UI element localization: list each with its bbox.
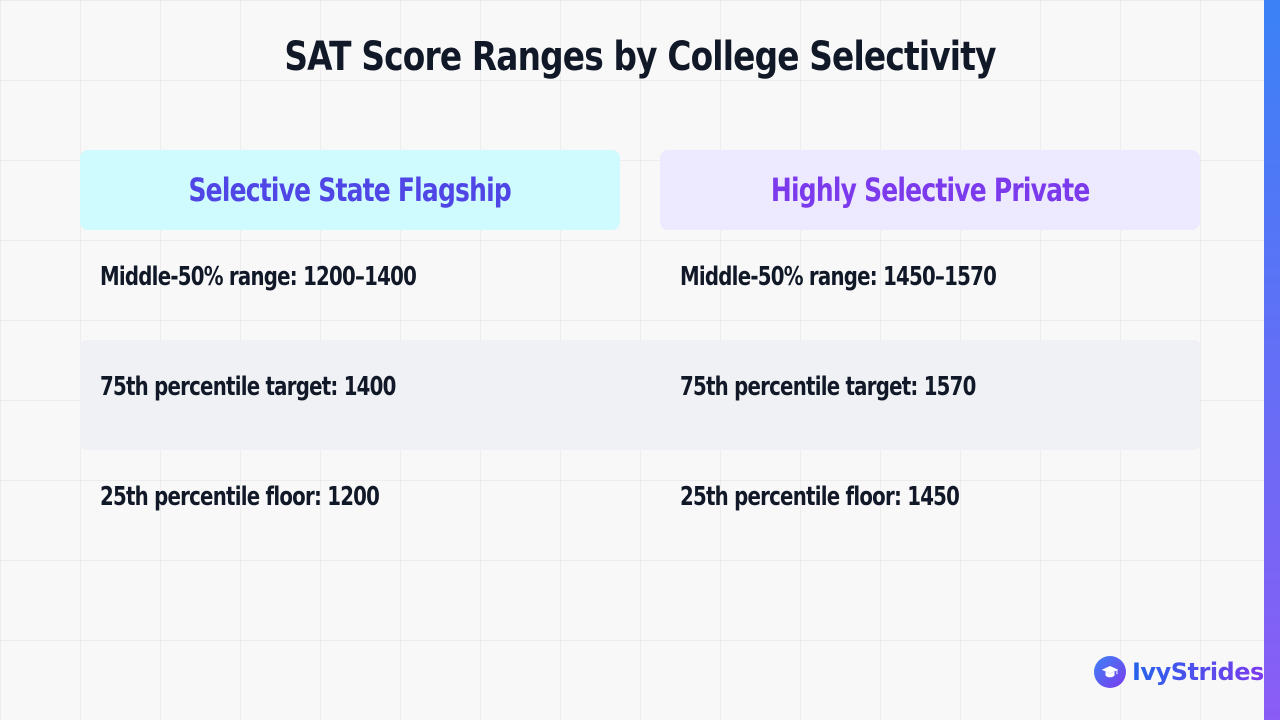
comparison-table: Selective State Flagship Highly Selectiv…	[80, 150, 1200, 560]
table-cell-private: Middle-50% range: 1450–1570	[660, 230, 1200, 340]
table-row: Middle-50% range: 1200–1400 Middle-50% r…	[80, 230, 1200, 340]
table-cell-flagship: Middle-50% range: 1200–1400	[80, 230, 620, 340]
table-row: 75th percentile target: 1400 75th percen…	[80, 340, 1200, 450]
brand-name: IvyStrides	[1132, 658, 1264, 686]
brand-logo: IvyStrides	[1094, 656, 1264, 688]
right-accent-bar	[1264, 0, 1280, 720]
cell-text: Middle-50% range: 1200–1400	[100, 262, 417, 292]
table-cell-flagship: 25th percentile floor: 1200	[80, 450, 620, 560]
slide-title: SAT Score Ranges by College Selectivity	[284, 34, 996, 80]
cell-text: 75th percentile target: 1570	[680, 372, 976, 402]
column-header-label: Highly Selective Private	[770, 171, 1090, 209]
table-cell-flagship: 75th percentile target: 1400	[80, 340, 620, 450]
cell-text: Middle-50% range: 1450–1570	[680, 262, 997, 292]
cell-text: 25th percentile floor: 1200	[100, 482, 380, 512]
column-header-highly-selective-private: Highly Selective Private	[660, 150, 1200, 230]
column-header-state-flagship: Selective State Flagship	[80, 150, 620, 230]
table-header-row: Selective State Flagship Highly Selectiv…	[80, 150, 1200, 230]
cell-text: 25th percentile floor: 1450	[680, 482, 960, 512]
column-header-label: Selective State Flagship	[188, 171, 512, 209]
table-cell-private: 25th percentile floor: 1450	[660, 450, 1200, 560]
table-row: 25th percentile floor: 1200 25th percent…	[80, 450, 1200, 560]
graduation-cap-icon	[1094, 656, 1126, 688]
table-cell-private: 75th percentile target: 1570	[660, 340, 1200, 450]
cell-text: 75th percentile target: 1400	[100, 372, 396, 402]
